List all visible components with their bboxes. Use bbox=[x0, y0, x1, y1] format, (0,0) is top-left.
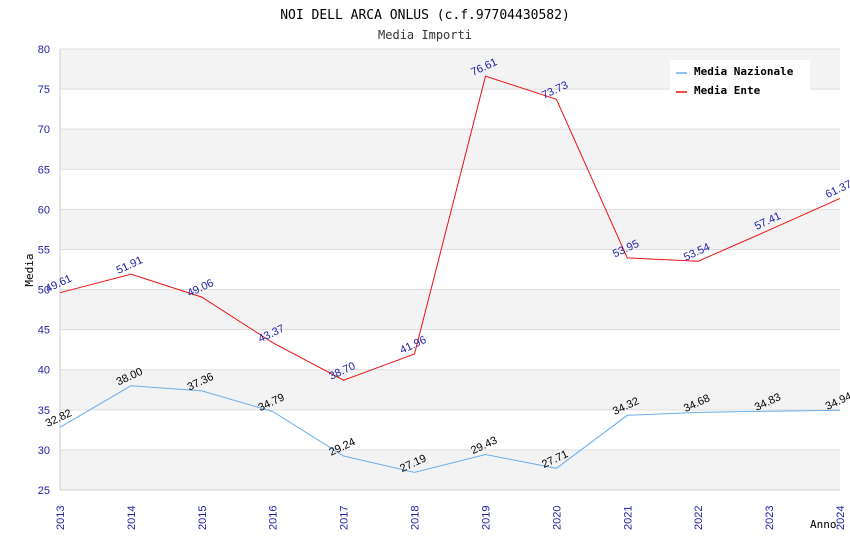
grid-band bbox=[60, 369, 840, 410]
x-tick-label: 2024 bbox=[835, 506, 847, 530]
y-tick-label: 75 bbox=[38, 84, 50, 96]
axes bbox=[59, 49, 840, 491]
x-tick-label: 2016 bbox=[268, 506, 280, 530]
grid-band bbox=[60, 289, 840, 330]
grid-band bbox=[60, 449, 840, 490]
y-tick-label: 35 bbox=[38, 405, 50, 417]
series-line-nazionale bbox=[59, 385, 841, 473]
y-tick-label: 80 bbox=[38, 44, 50, 56]
x-tick-label: 2014 bbox=[126, 506, 138, 530]
legend-label-nazionale: Media Nazionale bbox=[694, 65, 794, 78]
grid-band bbox=[60, 409, 840, 450]
grid-band bbox=[60, 329, 840, 370]
x-tick-label: 2021 bbox=[622, 506, 634, 530]
y-tick-label: 60 bbox=[38, 204, 50, 216]
x-tick-label: 2018 bbox=[410, 506, 422, 530]
x-tick-label: 2015 bbox=[197, 506, 209, 530]
y-ticks: 25 30 35 40 45 50 55 60 65 70 75 80 bbox=[38, 44, 50, 497]
legend-box bbox=[670, 60, 810, 100]
y-tick-label: 40 bbox=[38, 365, 50, 377]
y-tick-label: 55 bbox=[38, 244, 50, 256]
gridlines bbox=[60, 48, 840, 491]
x-tick-label: 2020 bbox=[551, 506, 563, 530]
grid-band bbox=[60, 169, 840, 210]
x-tick-label: 2019 bbox=[480, 506, 492, 530]
legend-label-ente: Media Ente bbox=[694, 84, 761, 97]
y-tick-label: 65 bbox=[38, 164, 50, 176]
x-axis-label: Anno bbox=[810, 518, 837, 531]
y-tick-label: 30 bbox=[38, 445, 50, 457]
y-axis-label: Media bbox=[23, 253, 36, 286]
grid-band bbox=[60, 129, 840, 170]
chart-title: NOI DELL ARCA ONLUS (c.f.97704430582) bbox=[280, 8, 570, 23]
y-tick-label: 70 bbox=[38, 124, 50, 136]
x-tick-label: 2017 bbox=[339, 506, 351, 530]
series-lines bbox=[59, 75, 841, 473]
x-tick-label: 2022 bbox=[693, 506, 705, 530]
chart-subtitle: Media Importi bbox=[378, 28, 472, 42]
x-ticks: 2013 2014 2015 2016 2017 2018 2019 2020 2021 2022… bbox=[55, 506, 847, 530]
y-tick-label: 45 bbox=[38, 325, 50, 337]
plot-bands bbox=[60, 49, 840, 490]
legend: Media Nazionale Media Ente bbox=[670, 60, 810, 100]
y-tick-label: 50 bbox=[38, 285, 50, 297]
y-tick-label: 25 bbox=[38, 485, 50, 497]
grid-band bbox=[60, 249, 840, 290]
x-tick-label: 2013 bbox=[55, 506, 67, 530]
series-line-ente bbox=[59, 75, 841, 381]
x-tick-label: 2023 bbox=[764, 506, 776, 530]
